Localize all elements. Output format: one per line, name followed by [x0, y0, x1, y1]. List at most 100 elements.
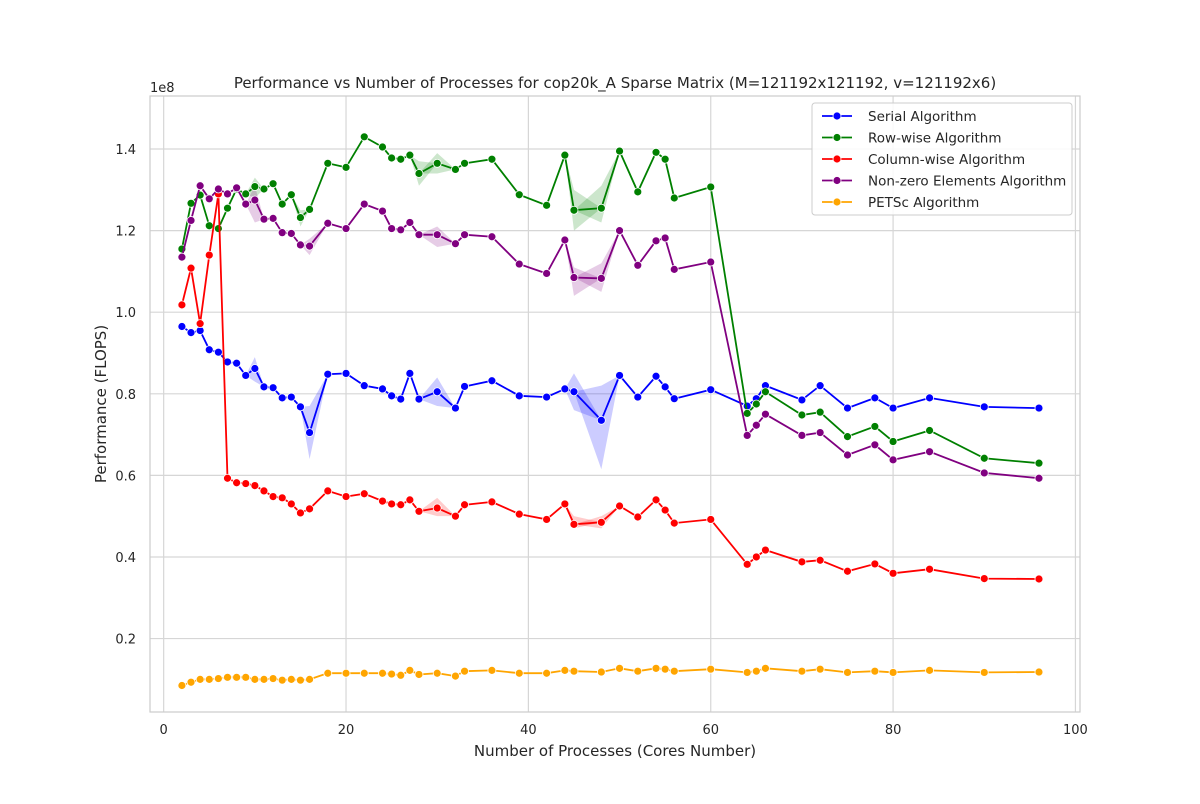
data-point — [232, 183, 242, 193]
data-point — [751, 552, 761, 562]
data-point — [359, 489, 369, 499]
data-point — [259, 674, 269, 684]
data-point — [223, 203, 232, 213]
data-point — [615, 663, 624, 673]
series-non-zero-elements-algorithm — [177, 181, 1044, 483]
data-point — [615, 226, 624, 236]
data-point — [797, 557, 807, 567]
data-point — [660, 154, 670, 164]
data-point — [195, 181, 205, 191]
chart-title: Performance vs Number of Processes for c… — [234, 74, 996, 93]
data-point — [286, 392, 296, 402]
data-point — [250, 182, 260, 191]
data-point — [405, 665, 415, 675]
data-point — [706, 182, 716, 192]
data-point — [815, 664, 825, 674]
data-point — [204, 194, 214, 204]
data-point — [870, 440, 880, 450]
data-point — [177, 300, 187, 310]
data-point — [660, 233, 670, 243]
data-point — [396, 500, 406, 510]
y-tick-label: 0.4 — [115, 551, 136, 566]
data-point — [451, 511, 460, 521]
data-point — [797, 666, 807, 676]
data-point — [514, 391, 524, 401]
data-point — [487, 497, 497, 507]
series-group — [177, 132, 1044, 690]
data-point — [359, 132, 369, 142]
data-point — [432, 668, 442, 678]
legend-entry: Serial Algorithm — [822, 109, 977, 125]
data-point — [596, 203, 606, 213]
data-point — [186, 216, 196, 225]
data-point — [843, 403, 852, 413]
data-point — [514, 668, 524, 678]
legend-entry: Row-wise Algorithm — [822, 131, 1001, 147]
data-point — [268, 674, 278, 683]
data-point — [870, 559, 880, 569]
data-point — [296, 402, 305, 412]
data-point — [542, 392, 552, 402]
data-point — [387, 391, 397, 401]
x-tick-label: 20 — [338, 723, 355, 738]
data-point — [414, 670, 424, 679]
data-point — [396, 225, 406, 235]
data-point — [843, 432, 852, 442]
legend-swatch-marker — [832, 197, 842, 207]
data-point — [241, 199, 251, 209]
confidence-band — [573, 230, 620, 292]
data-point — [560, 499, 570, 509]
x-tick-label: 0 — [160, 723, 168, 738]
data-point — [213, 347, 223, 357]
data-point — [177, 322, 187, 331]
data-point — [560, 235, 570, 245]
data-point — [1034, 403, 1044, 413]
legend-swatch-marker — [832, 111, 842, 121]
data-point — [186, 677, 196, 687]
data-point — [797, 431, 807, 440]
legend-entry: PETSc Algorithm — [822, 195, 979, 211]
x-tick-labels: 0 20 40 60 80 100 — [160, 723, 1088, 738]
data-point — [387, 153, 397, 163]
legend-entry: Column-wise Algorithm — [822, 152, 1025, 168]
y-tick-label: 0.2 — [115, 633, 136, 648]
data-point — [651, 236, 661, 246]
data-point — [651, 371, 661, 381]
data-point — [286, 499, 296, 509]
legend-label: Column-wise Algorithm — [868, 152, 1025, 168]
data-point — [286, 190, 296, 200]
data-point — [268, 179, 278, 189]
confidence-band — [573, 151, 620, 223]
data-point — [596, 415, 606, 425]
data-point — [432, 158, 442, 168]
data-point — [460, 500, 469, 510]
data-point — [761, 387, 770, 397]
series-row-wise-algorithm — [177, 132, 1044, 468]
y-axis-multiplier: 1e8 — [150, 81, 175, 96]
legend-swatch-marker — [832, 176, 842, 185]
data-point — [569, 519, 579, 529]
data-point — [706, 257, 716, 267]
data-point — [259, 214, 269, 224]
data-point — [232, 672, 242, 682]
data-point — [232, 478, 242, 488]
legend: Serial Algorithm Row-wise Algorithm Column… — [811, 102, 1073, 216]
data-point — [460, 158, 469, 168]
data-point — [341, 162, 351, 172]
data-point — [925, 426, 934, 435]
data-point — [815, 407, 825, 417]
plot-frame — [149, 95, 1081, 713]
y-tick-labels: 0.2 0.4 0.6 0.8 1.0 1.2 1.4 — [115, 143, 136, 648]
data-point — [296, 508, 305, 518]
data-point — [560, 665, 570, 675]
data-point — [569, 273, 579, 282]
data-point — [651, 495, 661, 505]
data-point — [487, 376, 497, 386]
data-point — [514, 190, 524, 200]
data-point — [250, 481, 260, 490]
data-point — [1034, 667, 1044, 677]
data-point — [979, 668, 989, 677]
data-point — [742, 408, 752, 418]
data-point — [761, 545, 770, 555]
data-point — [596, 517, 606, 527]
